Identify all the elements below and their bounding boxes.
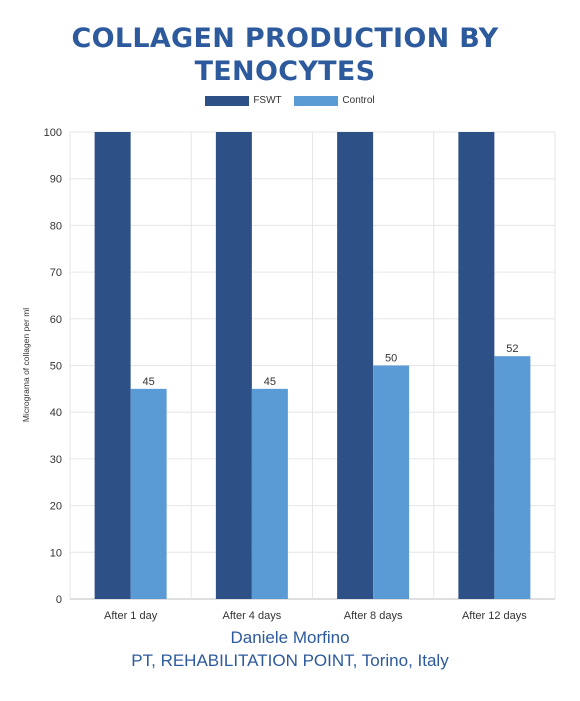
- x-tick-label: After 4 days: [223, 610, 282, 622]
- legend-label-fswt: FSWT: [253, 95, 282, 106]
- y-tick-label: 90: [50, 174, 62, 186]
- data-label: 50: [385, 353, 397, 365]
- chart-title-line-2: TENOCYTES: [194, 56, 376, 87]
- bar-fswt: [94, 132, 131, 599]
- bar-fswt: [458, 132, 495, 599]
- data-label: 45: [264, 376, 276, 388]
- legend-label-control: Control: [342, 95, 375, 106]
- y-tick-label: 0: [56, 594, 62, 606]
- legend-swatch-fswt: [205, 95, 250, 106]
- footer-affiliation: PT, REHABILITATION POINT, Torino, Italy: [131, 651, 449, 670]
- data-label: 52: [506, 343, 518, 355]
- x-tick-label: After 1 day: [104, 610, 158, 622]
- bar-control: [130, 388, 167, 599]
- y-axis-ticks: 0 10 20 30 40 50 60 70 80 90 100: [44, 127, 62, 606]
- chart-legend: FSWT Control: [0, 95, 580, 109]
- data-label: 45: [143, 376, 155, 388]
- x-tick-label: After 8 days: [344, 610, 403, 622]
- chart-title: COLLAGEN PRODUCTION BY TENOCYTES: [60, 22, 510, 88]
- x-tick-label: After 12 days: [462, 610, 527, 622]
- bar-fswt: [215, 132, 252, 599]
- bar-control: [373, 365, 410, 599]
- y-tick-label: 60: [50, 314, 62, 326]
- y-tick-label: 80: [50, 220, 62, 232]
- chart-title-line-1: COLLAGEN PRODUCTION BY: [71, 23, 499, 54]
- y-tick-label: 20: [50, 501, 62, 513]
- legend-item-fswt: FSWT: [205, 95, 282, 106]
- legend-swatch-control: [294, 95, 339, 106]
- footer-author: Daniele Morfino: [230, 628, 350, 647]
- y-tick-label: 30: [50, 454, 62, 466]
- bar-control: [494, 356, 531, 599]
- data-labels: 45 45 50 52: [143, 343, 519, 388]
- y-tick-label: 100: [44, 127, 62, 139]
- bar-fswt: [337, 132, 374, 599]
- y-tick-label: 50: [50, 361, 62, 373]
- legend-item-control: Control: [294, 95, 375, 106]
- y-axis-title: Micrograma of collagen per ml: [21, 308, 31, 422]
- y-tick-label: 70: [50, 267, 62, 279]
- bars: [94, 132, 531, 599]
- y-tick-label: 40: [50, 407, 62, 419]
- bar-control: [251, 388, 288, 599]
- x-axis-ticks: After 1 day After 4 days After 8 days After…: [104, 610, 527, 622]
- y-tick-label: 10: [50, 547, 62, 559]
